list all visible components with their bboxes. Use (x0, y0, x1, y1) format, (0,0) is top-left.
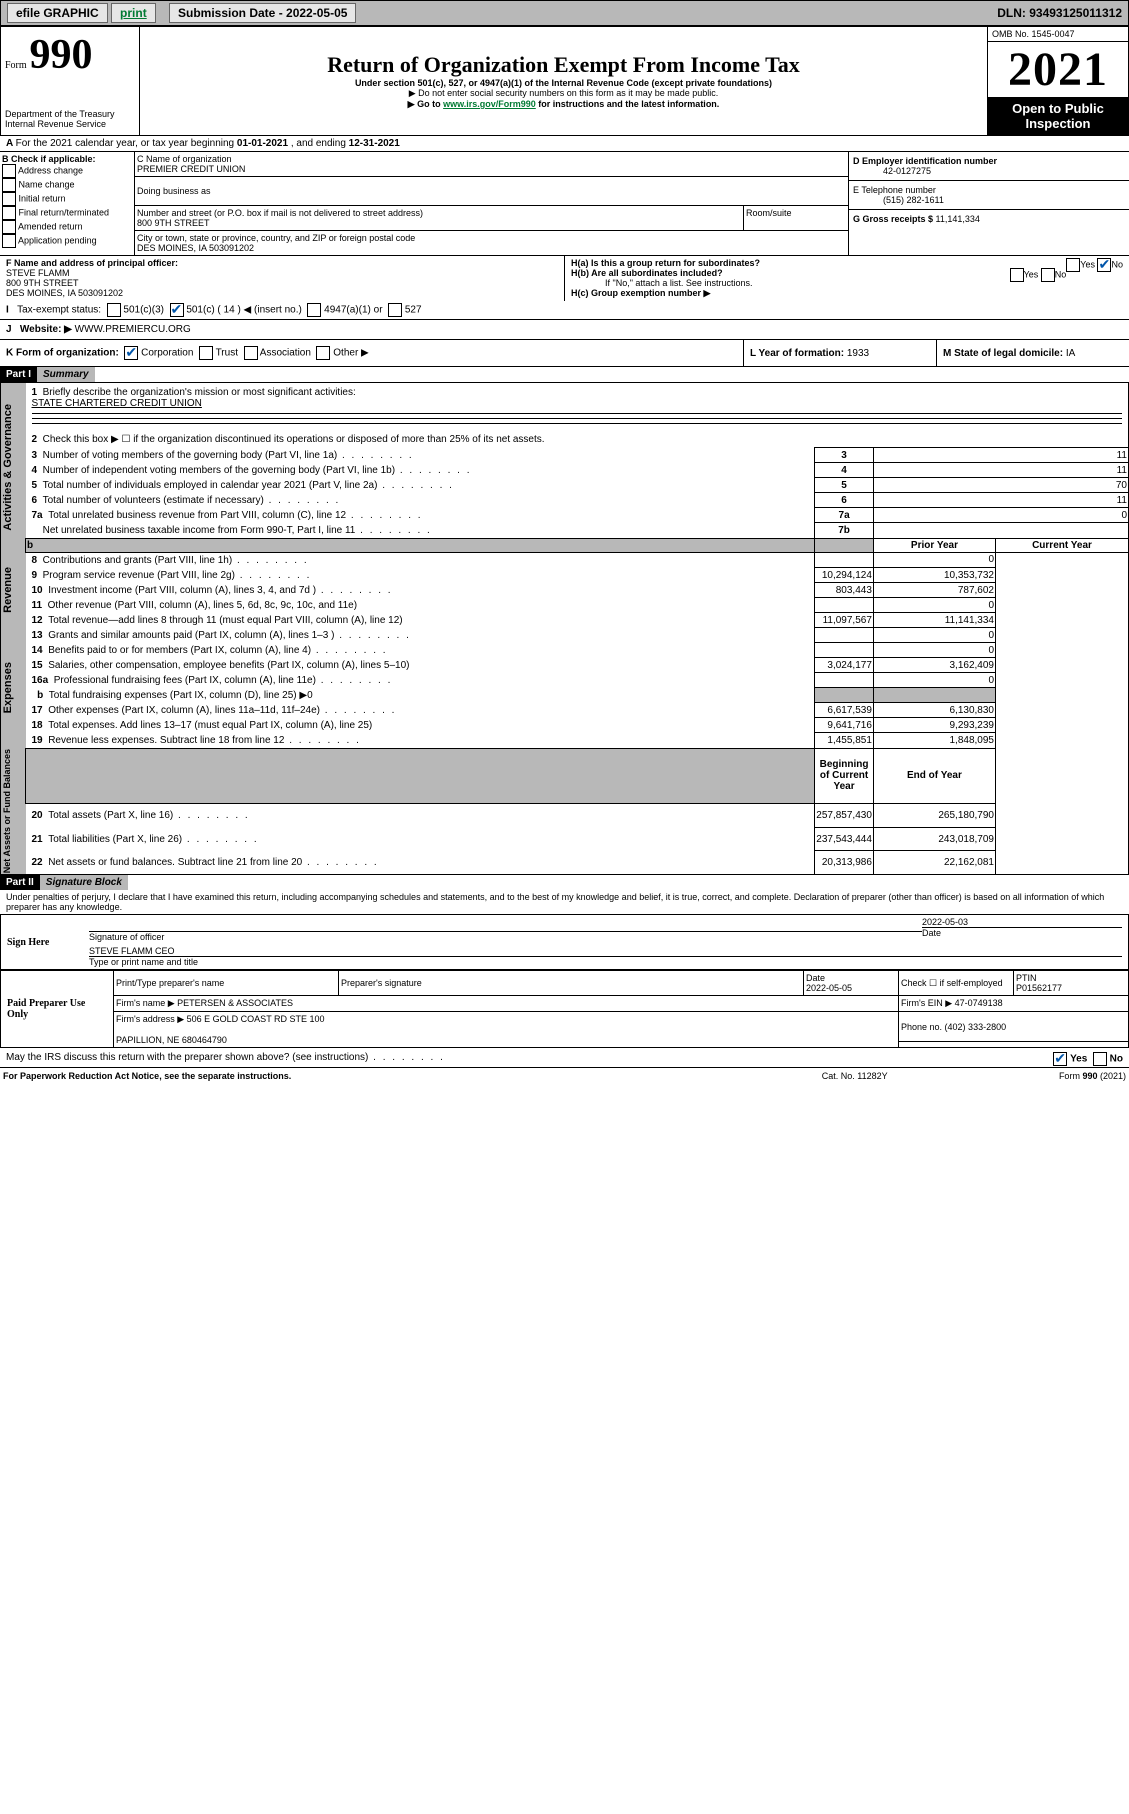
top-row: Net unrelated business taxable income fr… (1, 523, 1129, 539)
form-prefix: Form (5, 60, 27, 71)
prep-sig-l: Preparer's signature (339, 971, 804, 996)
prep-date: Date2022-05-05 (804, 971, 899, 996)
dln: DLN: 93493125011312 (735, 1, 1129, 26)
side-ag: Activities & Governance (2, 404, 14, 531)
sign-here: Sign Here (1, 915, 84, 970)
open-public: Open to Public Inspection (988, 97, 1128, 135)
ssn-note: ▶ Do not enter social security numbers o… (146, 88, 981, 99)
d-label: D Employer identification number (853, 156, 1125, 166)
perjury-decl: Under penalties of perjury, I declare th… (0, 890, 1129, 914)
top-row: 7a Total unrelated business revenue from… (1, 508, 1129, 523)
line-a: A For the 2021 calendar year, or tax yea… (0, 136, 1129, 152)
typeprint-label: Type or print name and title (89, 956, 1122, 967)
b-opt: Initial return (2, 192, 132, 206)
officer-name: STEVE FLAMM (6, 268, 558, 278)
b-opt: Amended return (2, 220, 132, 234)
paid-preparer-block: Paid Preparer Use Only Print/Type prepar… (0, 970, 1129, 1048)
top-row: 3 Number of voting members of the govern… (1, 448, 1129, 463)
paid-preparer: Paid Preparer Use Only (1, 971, 114, 1048)
ha: H(a) Is this a group return for subordin… (571, 258, 1123, 268)
fh-block: F Name and address of principal officer:… (0, 255, 1129, 301)
q2: Check this box ▶ ☐ if the organization d… (43, 434, 545, 445)
city: DES MOINES, IA 503091202 (137, 243, 846, 253)
date-label: Date (922, 927, 1122, 938)
cat-no: Cat. No. 11282Y (766, 1070, 944, 1082)
firm-phone: Phone no. (402) 333-2800 (899, 1012, 1129, 1042)
sign-here-block: Sign Here Signature of officer 2022-05-0… (0, 914, 1129, 970)
b-label: B Check if applicable: (2, 154, 132, 164)
street: 800 9TH STREET (137, 218, 741, 228)
phone: (515) 282-1611 (853, 195, 1125, 205)
form-foot: Form 990 (2021) (946, 1070, 1127, 1082)
hb: H(b) Are all subordinates included? Yes … (571, 268, 1123, 278)
officer-addr2: DES MOINES, IA 503091202 (6, 288, 558, 298)
efile-label: efile GRAPHIC (7, 3, 108, 23)
form-subtitle: Under section 501(c), 527, or 4947(a)(1)… (146, 78, 981, 88)
officer-typed: STEVE FLAMM CEO (89, 946, 1122, 956)
f-label: F Name and address of principal officer: (6, 258, 178, 268)
pra-notice: For Paperwork Reduction Act Notice, see … (2, 1070, 764, 1082)
omb-no: OMB No. 1545-0047 (988, 27, 1128, 42)
submission-date: Submission Date - 2022-05-05 (169, 3, 356, 23)
sig-date: 2022-05-03 (922, 917, 1122, 927)
firm-ein: Firm's EIN ▶ 47-0749138 (899, 996, 1129, 1012)
klm-row: K Form of organization: Corporation Trus… (0, 340, 1129, 367)
firm-addr: Firm's address ▶ 506 E GOLD COAST RD STE… (114, 1012, 899, 1048)
line-j: J Website: ▶ WWW.PREMIERCU.ORG (0, 320, 1129, 340)
print-link[interactable]: print (111, 3, 156, 23)
dept-treasury: Department of the Treasury (5, 109, 135, 119)
firm-name: Firm's name ▶ PETERSEN & ASSOCIATES (114, 996, 899, 1012)
efile-topbar: efile GRAPHIC print Submission Date - 20… (0, 0, 1129, 26)
hc: H(c) Group exemption number ▶ (571, 288, 1123, 299)
may-discuss: May the IRS discuss this return with the… (0, 1048, 1129, 1068)
bcde-block: B Check if applicable: Address change Na… (0, 152, 1129, 255)
side-na: Net Assets or Fund Balances (2, 749, 12, 873)
side-exp: Expenses (2, 662, 14, 713)
irs-label: Internal Revenue Service (5, 119, 135, 129)
goto-note: ▶ Go to www.irs.gov/Form990 for instruct… (146, 99, 981, 110)
b-opt: Final return/terminated (2, 206, 132, 220)
irs-link[interactable]: www.irs.gov/Form990 (443, 99, 536, 109)
b-opt: Application pending (2, 234, 132, 248)
e-label: E Telephone number (853, 185, 1125, 195)
form-title: Return of Organization Exempt From Incom… (146, 52, 981, 78)
b-opt: Address change (2, 164, 132, 178)
prep-name-l: Print/Type preparer's name (114, 971, 339, 996)
ptin: PTINP01562177 (1014, 971, 1129, 996)
officer-addr1: 800 9TH STREET (6, 278, 558, 288)
q1: Briefly describe the organization's miss… (43, 387, 356, 398)
c-name-label: C Name of organization (137, 154, 846, 164)
form-number: 990 (29, 32, 92, 78)
addr-label: Number and street (or P.O. box if mail i… (137, 208, 741, 218)
part-i-body: Activities & Governance 1 Briefly descri… (0, 382, 1129, 875)
org-name: PREMIER CREDIT UNION (137, 164, 846, 174)
city-label: City or town, state or province, country… (137, 233, 846, 243)
top-row: 6 Total number of volunteers (estimate i… (1, 493, 1129, 508)
tax-year: 2021 (988, 42, 1128, 97)
room-label: Room/suite (746, 208, 846, 218)
g-gross: G Gross receipts $ 11,141,334 (849, 210, 1129, 228)
part-i-header: Part ISummary (0, 367, 1129, 382)
top-row: 5 Total number of individuals employed i… (1, 478, 1129, 493)
dba-label: Doing business as (137, 186, 846, 196)
footer: For Paperwork Reduction Act Notice, see … (0, 1068, 1129, 1084)
self-emp: Check ☐ if self-employed (899, 971, 1014, 996)
ein: 42-0127275 (853, 166, 1125, 176)
top-row: 4 Number of independent voting members o… (1, 463, 1129, 478)
part-ii-header: Part IISignature Block (0, 875, 1129, 890)
side-rev: Revenue (2, 567, 14, 613)
mission: STATE CHARTERED CREDIT UNION (32, 398, 202, 409)
form-header: Form 990 Department of the Treasury Inte… (0, 26, 1129, 136)
b-opt: Name change (2, 178, 132, 192)
line-i: I Tax-exempt status: 501(c)(3) 501(c) ( … (0, 301, 1129, 320)
sig-officer-label: Signature of officer (89, 931, 922, 942)
